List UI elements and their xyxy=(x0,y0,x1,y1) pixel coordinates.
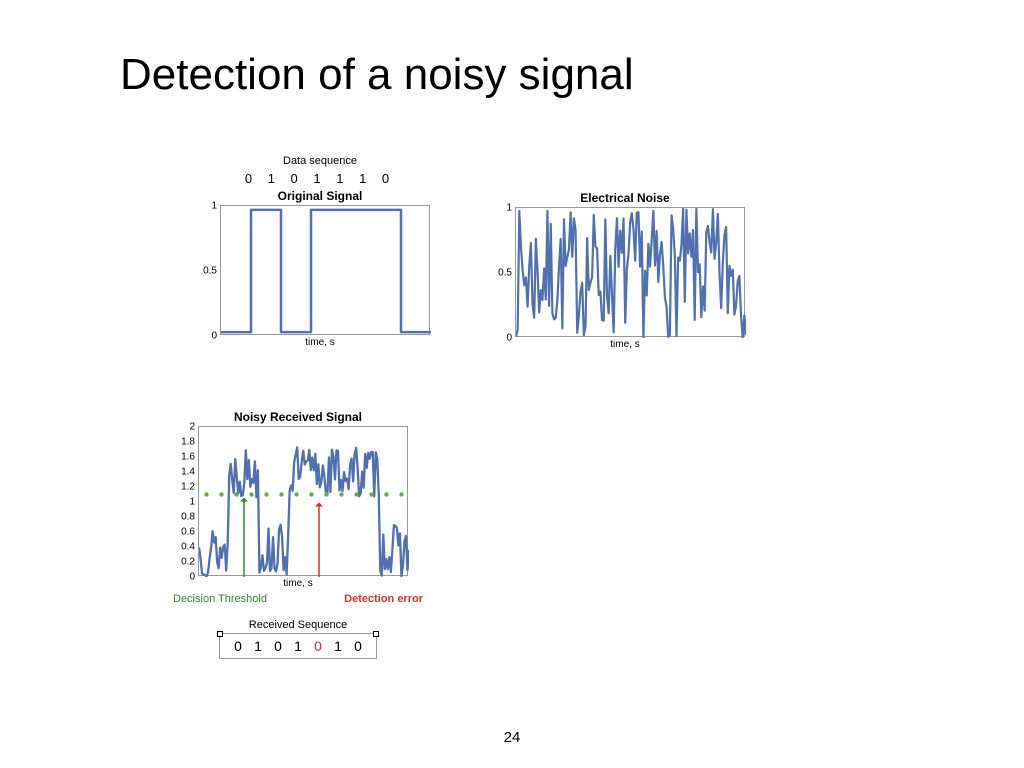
electrical-noise-xlabel: time, s xyxy=(490,339,760,350)
panel-electrical-noise: Electrical Noise 00.51 time, s xyxy=(490,191,760,350)
ytick-label: 1 xyxy=(189,497,199,508)
ytick-label: 0 xyxy=(211,331,221,342)
received-bit: 0 xyxy=(308,638,328,654)
electrical-noise-title: Electrical Noise xyxy=(490,191,760,205)
noisy-received-title: Noisy Received Signal xyxy=(168,410,428,424)
ytick-label: 0.6 xyxy=(181,527,199,538)
received-bit: 1 xyxy=(248,638,268,654)
decision-threshold-label: Decision Threshold xyxy=(173,593,267,605)
electrical-noise-plot: 00.51 xyxy=(515,207,745,337)
ytick-label: 1.8 xyxy=(181,437,199,448)
ytick-label: 0.5 xyxy=(498,268,516,279)
received-bit: 1 xyxy=(288,638,308,654)
marker-icon xyxy=(373,631,379,637)
marker-icon xyxy=(217,631,223,637)
noisy-received-xlabel: time, s xyxy=(168,578,428,589)
data-sequence-label: Data sequence xyxy=(195,155,445,167)
received-bit: 0 xyxy=(348,638,368,654)
received-bit: 1 xyxy=(328,638,348,654)
ytick-label: 1 xyxy=(211,201,221,212)
noisy-received-plot: 00.20.40.60.811.21.41.61.82 xyxy=(198,426,408,576)
ytick-label: 1.6 xyxy=(181,452,199,463)
ytick-label: 1 xyxy=(506,203,516,214)
panel-noisy-received: Noisy Received Signal 00.20.40.60.811.21… xyxy=(168,410,428,659)
data-sequence-bits: 0 1 0 1 1 1 0 xyxy=(195,171,445,186)
received-bit: 0 xyxy=(268,638,288,654)
received-sequence-title: Received Sequence xyxy=(168,619,428,631)
ytick-label: 0.5 xyxy=(203,266,221,277)
panel-original-signal: Data sequence 0 1 0 1 1 1 0 Original Sig… xyxy=(195,155,445,348)
ytick-label: 1.2 xyxy=(181,482,199,493)
slide-title: Detection of a noisy signal xyxy=(120,50,634,100)
ytick-label: 0.2 xyxy=(181,557,199,568)
original-signal-plot: 00.51 xyxy=(220,205,430,335)
ytick-label: 1.4 xyxy=(181,467,199,478)
ytick-label: 0 xyxy=(506,333,516,344)
ytick-label: 0.4 xyxy=(181,542,199,553)
original-signal-title: Original Signal xyxy=(195,189,445,203)
ytick-label: 0.8 xyxy=(181,512,199,523)
detection-error-label: Detection error xyxy=(344,593,423,605)
received-sequence-box: 0101010 xyxy=(219,633,377,659)
ytick-label: 0 xyxy=(189,572,199,583)
received-bit: 0 xyxy=(228,638,248,654)
page-number: 24 xyxy=(504,729,521,746)
ytick-label: 2 xyxy=(189,422,199,433)
original-signal-xlabel: time, s xyxy=(195,337,445,348)
